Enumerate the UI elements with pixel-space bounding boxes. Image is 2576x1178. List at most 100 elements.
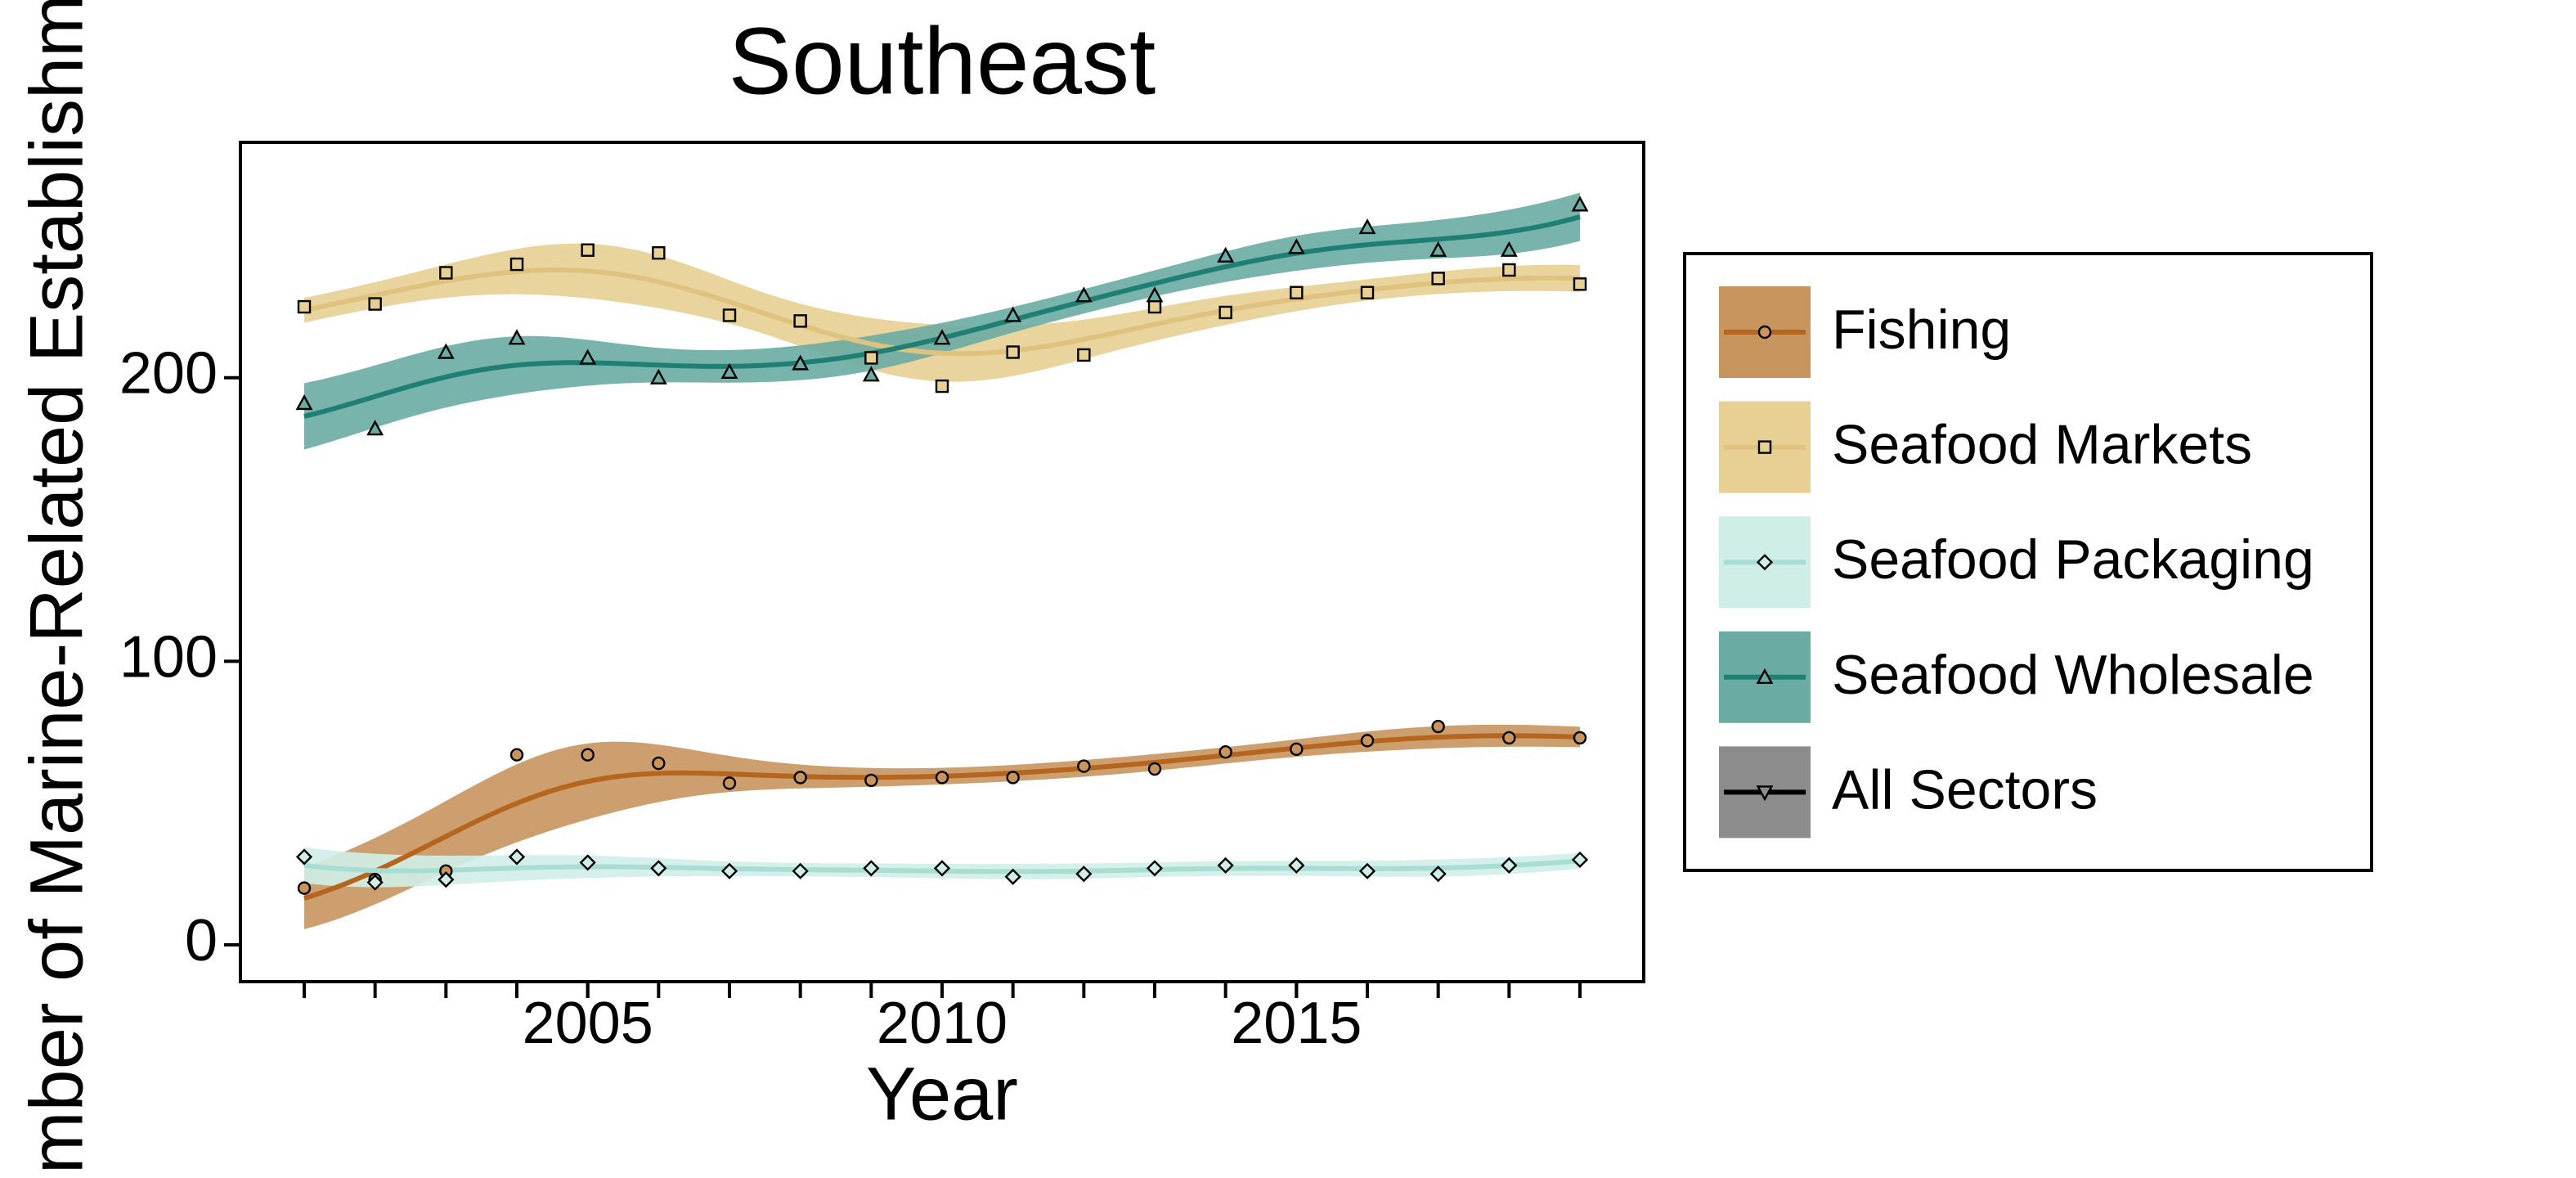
y-tick-label: 100 — [119, 624, 218, 690]
legend-marker — [1756, 785, 1774, 802]
data-point — [722, 776, 737, 790]
data-point — [1573, 731, 1587, 745]
data-point — [1429, 241, 1447, 257]
x-tick-label: 2010 — [877, 991, 1008, 1056]
data-point — [295, 848, 313, 866]
data-point — [579, 348, 597, 365]
data-point — [862, 366, 880, 382]
data-point — [1429, 866, 1447, 883]
data-point — [1077, 348, 1091, 362]
data-point — [649, 368, 667, 384]
data-point — [1287, 238, 1305, 254]
data-point — [793, 771, 807, 785]
data-point — [509, 748, 524, 762]
data-point — [366, 874, 384, 891]
data-point — [1360, 286, 1375, 299]
data-point — [1431, 272, 1445, 286]
data-point — [792, 862, 809, 879]
data-point — [864, 351, 878, 365]
data-point — [722, 308, 737, 322]
data-point — [508, 329, 526, 345]
data-point — [581, 243, 595, 257]
legend-marker — [1757, 440, 1772, 454]
data-point — [1290, 286, 1304, 299]
data-point — [1218, 745, 1232, 759]
data-point — [720, 862, 738, 879]
legend-marker — [1757, 325, 1772, 339]
data-point — [1146, 860, 1164, 877]
data-point — [1358, 862, 1376, 879]
data-point — [1147, 762, 1162, 776]
data-point — [581, 748, 595, 762]
data-point — [1502, 731, 1516, 745]
data-point — [1500, 241, 1518, 257]
data-point — [1502, 263, 1516, 277]
data-point — [439, 266, 453, 280]
data-point — [297, 881, 312, 895]
chart-title: Southeast — [729, 8, 1156, 115]
legend-marker — [1756, 554, 1774, 571]
legend-label: Seafood Wholesale — [1832, 644, 2314, 706]
data-point — [652, 756, 666, 771]
data-point — [933, 329, 951, 345]
legend-label: Seafood Markets — [1832, 414, 2252, 476]
data-point — [295, 393, 313, 411]
confidence-band — [304, 192, 1580, 450]
legend-label: All Sectors — [1832, 758, 2098, 821]
data-point — [935, 379, 949, 393]
data-point — [652, 245, 666, 260]
x-tick-label: 2015 — [1231, 991, 1362, 1056]
data-point — [1217, 857, 1234, 874]
data-point — [1501, 857, 1518, 874]
data-point — [1573, 277, 1587, 291]
data-point — [1147, 299, 1162, 314]
y-tick-label: 0 — [185, 908, 218, 973]
data-point — [509, 257, 524, 272]
x-axis-label: Year — [866, 1052, 1018, 1135]
data-point — [1006, 345, 1020, 359]
data-point — [1290, 742, 1304, 756]
data-point — [508, 848, 526, 866]
bands — [304, 192, 1580, 929]
data-point — [793, 314, 807, 328]
data-point — [863, 860, 880, 877]
data-point — [864, 773, 878, 788]
data-point — [1358, 218, 1376, 235]
data-point — [579, 854, 596, 871]
data-point — [1288, 857, 1305, 874]
data-point — [1004, 306, 1022, 322]
data-point — [935, 771, 949, 785]
data-point — [437, 343, 455, 359]
data-point — [368, 297, 382, 311]
points — [295, 196, 1589, 895]
data-point — [720, 362, 738, 379]
x-tick-label: 2005 — [523, 991, 653, 1056]
data-point — [1075, 866, 1093, 883]
data-point — [1004, 868, 1021, 885]
data-point — [366, 420, 384, 436]
data-point — [1431, 719, 1445, 734]
data-point — [1146, 286, 1164, 303]
data-point — [650, 860, 667, 877]
legend-label: Seafood Packaging — [1832, 528, 2314, 591]
data-point — [792, 354, 810, 371]
data-point — [1360, 734, 1375, 748]
data-point — [1571, 196, 1589, 212]
data-point — [1075, 286, 1093, 303]
data-point — [1571, 851, 1589, 869]
plot-area — [295, 192, 1589, 929]
data-point — [933, 860, 951, 877]
data-point — [297, 299, 312, 314]
data-point — [1218, 305, 1232, 320]
data-point — [1217, 246, 1235, 263]
y-tick-label: 200 — [119, 341, 218, 407]
legend-marker — [1756, 668, 1774, 684]
legend-label: Fishing — [1832, 299, 2011, 361]
data-point — [1006, 771, 1020, 785]
confidence-band — [304, 243, 1580, 382]
confidence-band — [304, 724, 1580, 929]
y-axis-label: Number of Marine-Related Establishments — [15, 0, 98, 1178]
data-point — [1077, 759, 1091, 773]
data-point — [438, 871, 455, 888]
